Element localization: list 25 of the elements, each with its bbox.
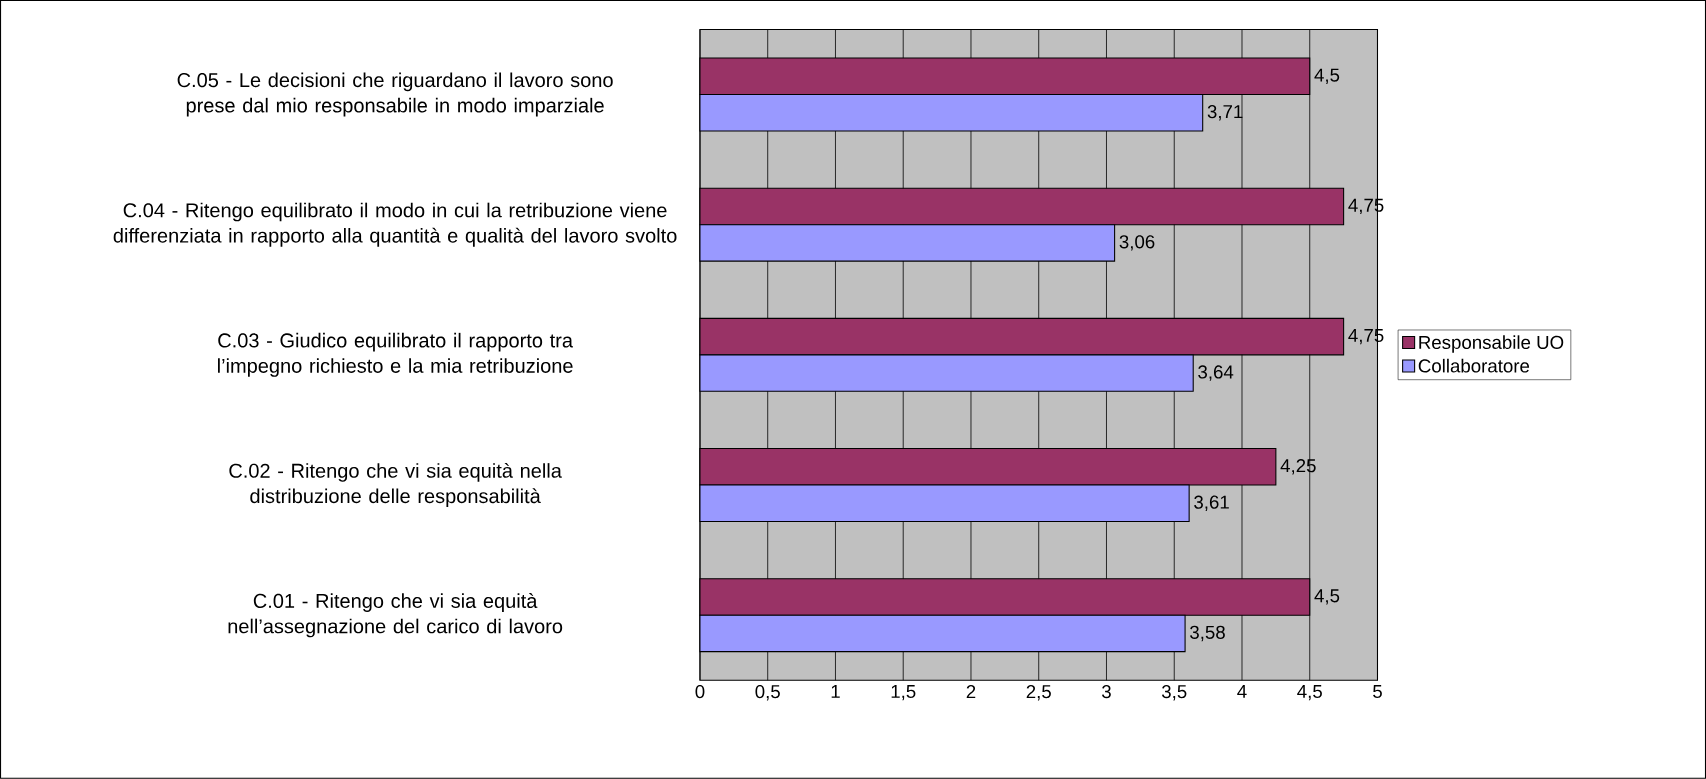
y-tick-label: C.01 - Ritengo che vi sia equità nell’assegnazione del carico di lavoro xyxy=(228,593,563,638)
data-label: 3,71 xyxy=(1207,105,1243,121)
x-tick-label: 4 xyxy=(1237,685,1247,698)
x-tick-label: 3 xyxy=(1102,685,1111,699)
x-tick-label: 1,5 xyxy=(891,685,916,701)
data-label: 4,5 xyxy=(1314,589,1340,605)
x-tick-label: 0 xyxy=(695,685,705,699)
x-tick-label: 3,5 xyxy=(1161,685,1187,701)
x-tick-label: 2 xyxy=(966,685,976,699)
y-tick-label: C.04 - Ritengo equilibrato il modo in cui la retribuzione viene differenziata in rapporto alla quantità e qualità del lavoro svolto xyxy=(113,202,677,247)
y-tick-label: C.05 - Le decisioni che riguardano il lavoro sono prese dal mio responsabile in modo imparziale xyxy=(177,72,613,117)
data-label: 3,61 xyxy=(1194,495,1229,512)
x-tick-label: 1 xyxy=(831,685,840,698)
y-tick-label: C.03 - Giudico equilibrato il rapporto tra l’impegno richiesto e la mia retribuzione xyxy=(218,332,573,377)
y-tick-label: C.02 - Ritengo che vi sia equità nella distribuzione delle responsabilità xyxy=(229,463,562,508)
x-tick-label: 2,5 xyxy=(1026,685,1051,701)
data-label: 3,06 xyxy=(1119,235,1155,251)
x-tick-label: 0,5 xyxy=(755,685,780,701)
legend-label: Collaboratore xyxy=(1418,358,1530,373)
data-label: 3,58 xyxy=(1190,625,1225,642)
legend-label: Responsabile UO xyxy=(1419,335,1564,353)
data-label: 4,5 xyxy=(1314,68,1340,85)
data-label: 3,64 xyxy=(1198,365,1234,381)
x-tick-label: 5 xyxy=(1373,685,1382,699)
x-tick-label: 4,5 xyxy=(1297,685,1322,701)
